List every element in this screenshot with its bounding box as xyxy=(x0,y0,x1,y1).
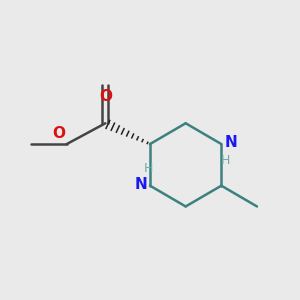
Text: O: O xyxy=(52,126,65,141)
Text: N: N xyxy=(224,135,237,150)
Text: N: N xyxy=(134,177,147,192)
Text: O: O xyxy=(99,89,112,104)
Text: H: H xyxy=(144,162,153,175)
Text: H: H xyxy=(221,154,230,166)
